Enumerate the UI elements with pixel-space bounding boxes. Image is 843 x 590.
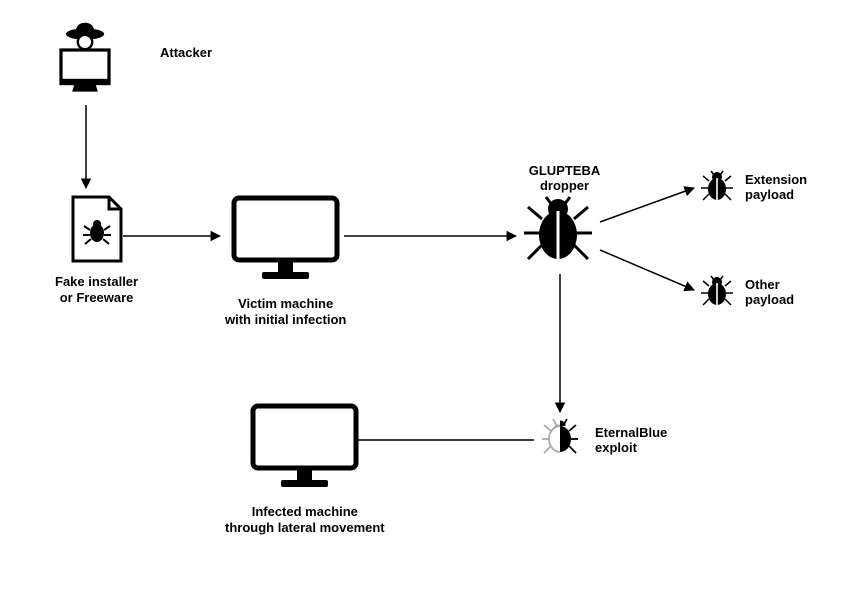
node-other-payload	[700, 275, 734, 314]
monitor-icon	[228, 192, 343, 292]
bug-large-icon	[522, 195, 594, 272]
monitor-icon	[247, 400, 362, 500]
bug-small-icon	[700, 170, 734, 209]
fake-installer-label: Fake installeror Freeware	[55, 274, 138, 305]
edge-dropper-other_payload	[600, 250, 694, 290]
attacker-icon	[45, 18, 125, 103]
infected-label: Infected machinethrough lateral movement	[225, 504, 385, 535]
edge-dropper-ext_payload	[600, 188, 694, 222]
extension-payload-label: Extensionpayload	[745, 172, 807, 202]
node-extension-payload	[700, 170, 734, 209]
document-bug-icon	[67, 195, 127, 270]
node-dropper	[522, 195, 594, 272]
node-victim: Victim machinewith initial infection	[225, 192, 346, 327]
node-fake-installer: Fake installeror Freeware	[55, 195, 138, 305]
other-payload-label: Otherpayload	[745, 277, 794, 307]
node-attacker	[45, 18, 125, 103]
attacker-label: Attacker	[160, 45, 212, 60]
node-infected: Infected machinethrough lateral movement	[225, 400, 385, 535]
dropper-label: GLUPTEBAdropper	[527, 163, 602, 193]
bug-half-icon	[540, 418, 580, 463]
bug-small-icon	[700, 275, 734, 314]
eternalblue-label: EternalBlueexploit	[595, 425, 667, 455]
victim-label: Victim machinewith initial infection	[225, 296, 346, 327]
node-eternalblue	[540, 418, 580, 463]
